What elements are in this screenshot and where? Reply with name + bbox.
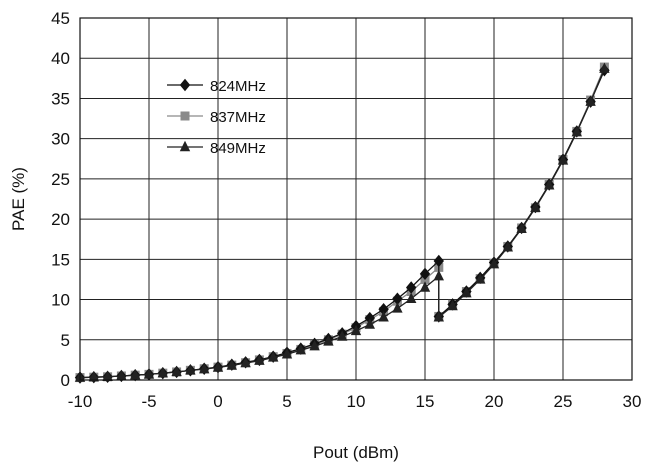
legend: 824MHz 837MHz 849MHz: [167, 78, 266, 157]
data-point-triangle: [226, 359, 237, 370]
legend-label: 849MHz: [210, 140, 266, 157]
data-point-triangle: [130, 368, 141, 380]
y-tick-label: 25: [51, 170, 70, 189]
data-point-triangle: [419, 281, 431, 292]
data-point-triangle: [254, 354, 265, 365]
data-point-triangle: [475, 273, 486, 284]
data-point-triangle: [88, 370, 99, 382]
legend-label: 837MHz: [210, 109, 266, 126]
y-tick-label: 5: [61, 331, 70, 350]
legend-marker-square: [180, 111, 190, 121]
data-point-triangle: [378, 311, 389, 322]
data-point-triangle: [530, 201, 541, 213]
data-point-triangle: [185, 364, 196, 375]
legend-marker-triangle: [179, 140, 191, 152]
x-axis-label: Pout (dBm): [313, 443, 399, 462]
grid: [79, 17, 633, 381]
y-tick-label: 0: [61, 371, 70, 390]
data-point-triangle: [571, 126, 582, 137]
data-point-triangle: [516, 222, 527, 233]
data-point-diamond: [406, 281, 417, 294]
y-tick-label: 30: [51, 130, 70, 149]
data-point-diamond: [433, 254, 444, 268]
data-point-triangle: [557, 154, 569, 165]
y-tick-label: 10: [51, 291, 70, 310]
data-point-triangle: [502, 241, 513, 252]
data-point-triangle: [364, 318, 375, 329]
data-point-triangle: [337, 330, 348, 341]
data-point-triangle: [350, 324, 362, 336]
data-point-triangle: [143, 368, 155, 379]
y-axis-label: PAE (%): [9, 167, 28, 231]
data-point-triangle: [171, 365, 182, 377]
data-point-triangle: [102, 370, 113, 381]
series-line: [79, 68, 605, 379]
y-tick-label: 35: [51, 89, 70, 108]
y-tick-label: 20: [51, 210, 70, 229]
series-849MHz: [74, 62, 610, 382]
data-point-triangle: [488, 257, 500, 269]
x-tick-label: 20: [485, 392, 504, 411]
legend-marker-diamond: [179, 78, 191, 92]
data-point-triangle: [599, 62, 610, 73]
data-point-triangle: [323, 335, 334, 346]
data-point-triangle: [116, 369, 127, 381]
data-point-triangle: [433, 311, 444, 322]
data-point-triangle: [447, 299, 458, 311]
data-point-diamond: [364, 311, 375, 325]
x-tick-label: 5: [282, 392, 291, 411]
data-point-triangle: [212, 361, 224, 372]
legend-label: 824MHz: [210, 78, 266, 95]
data-point-triangle: [392, 302, 403, 313]
x-tick-label: 10: [347, 392, 366, 411]
series-layer: [74, 62, 610, 384]
legend-entry: 824MHz: [167, 78, 266, 95]
x-tick-label: 15: [416, 392, 435, 411]
x-tick-label: 0: [213, 392, 222, 411]
data-point-diamond: [378, 303, 389, 316]
plot-frame: [79, 17, 633, 381]
data-point-triangle: [406, 292, 417, 303]
data-point-triangle: [295, 344, 306, 355]
legend-entry: 837MHz: [167, 109, 266, 126]
y-tick-label: 45: [51, 9, 70, 28]
x-tick-label: 25: [554, 392, 573, 411]
tick-labels: -10 -5 0 5 10 15 20 25 30 0 5 10 15 20 25 30 35 40 45: [51, 9, 641, 411]
data-point-triangle: [199, 362, 210, 374]
y-tick-label: 15: [51, 250, 70, 269]
data-point-triangle: [433, 270, 444, 281]
data-point-triangle: [309, 340, 320, 351]
data-point-triangle: [268, 351, 279, 362]
data-point-triangle: [544, 179, 555, 190]
y-tick-label: 40: [51, 49, 70, 68]
x-tick-label: 30: [623, 392, 642, 411]
data-point-triangle: [585, 95, 596, 106]
legend-entry: 849MHz: [167, 140, 266, 157]
x-tick-label: -5: [141, 392, 156, 411]
x-tick-label: -10: [68, 392, 93, 411]
data-point-triangle: [461, 286, 472, 298]
data-point-triangle: [240, 356, 251, 368]
data-point-triangle: [157, 366, 168, 378]
data-point-diamond: [419, 267, 431, 281]
data-point-diamond: [392, 292, 403, 305]
data-point-triangle: [281, 348, 293, 359]
